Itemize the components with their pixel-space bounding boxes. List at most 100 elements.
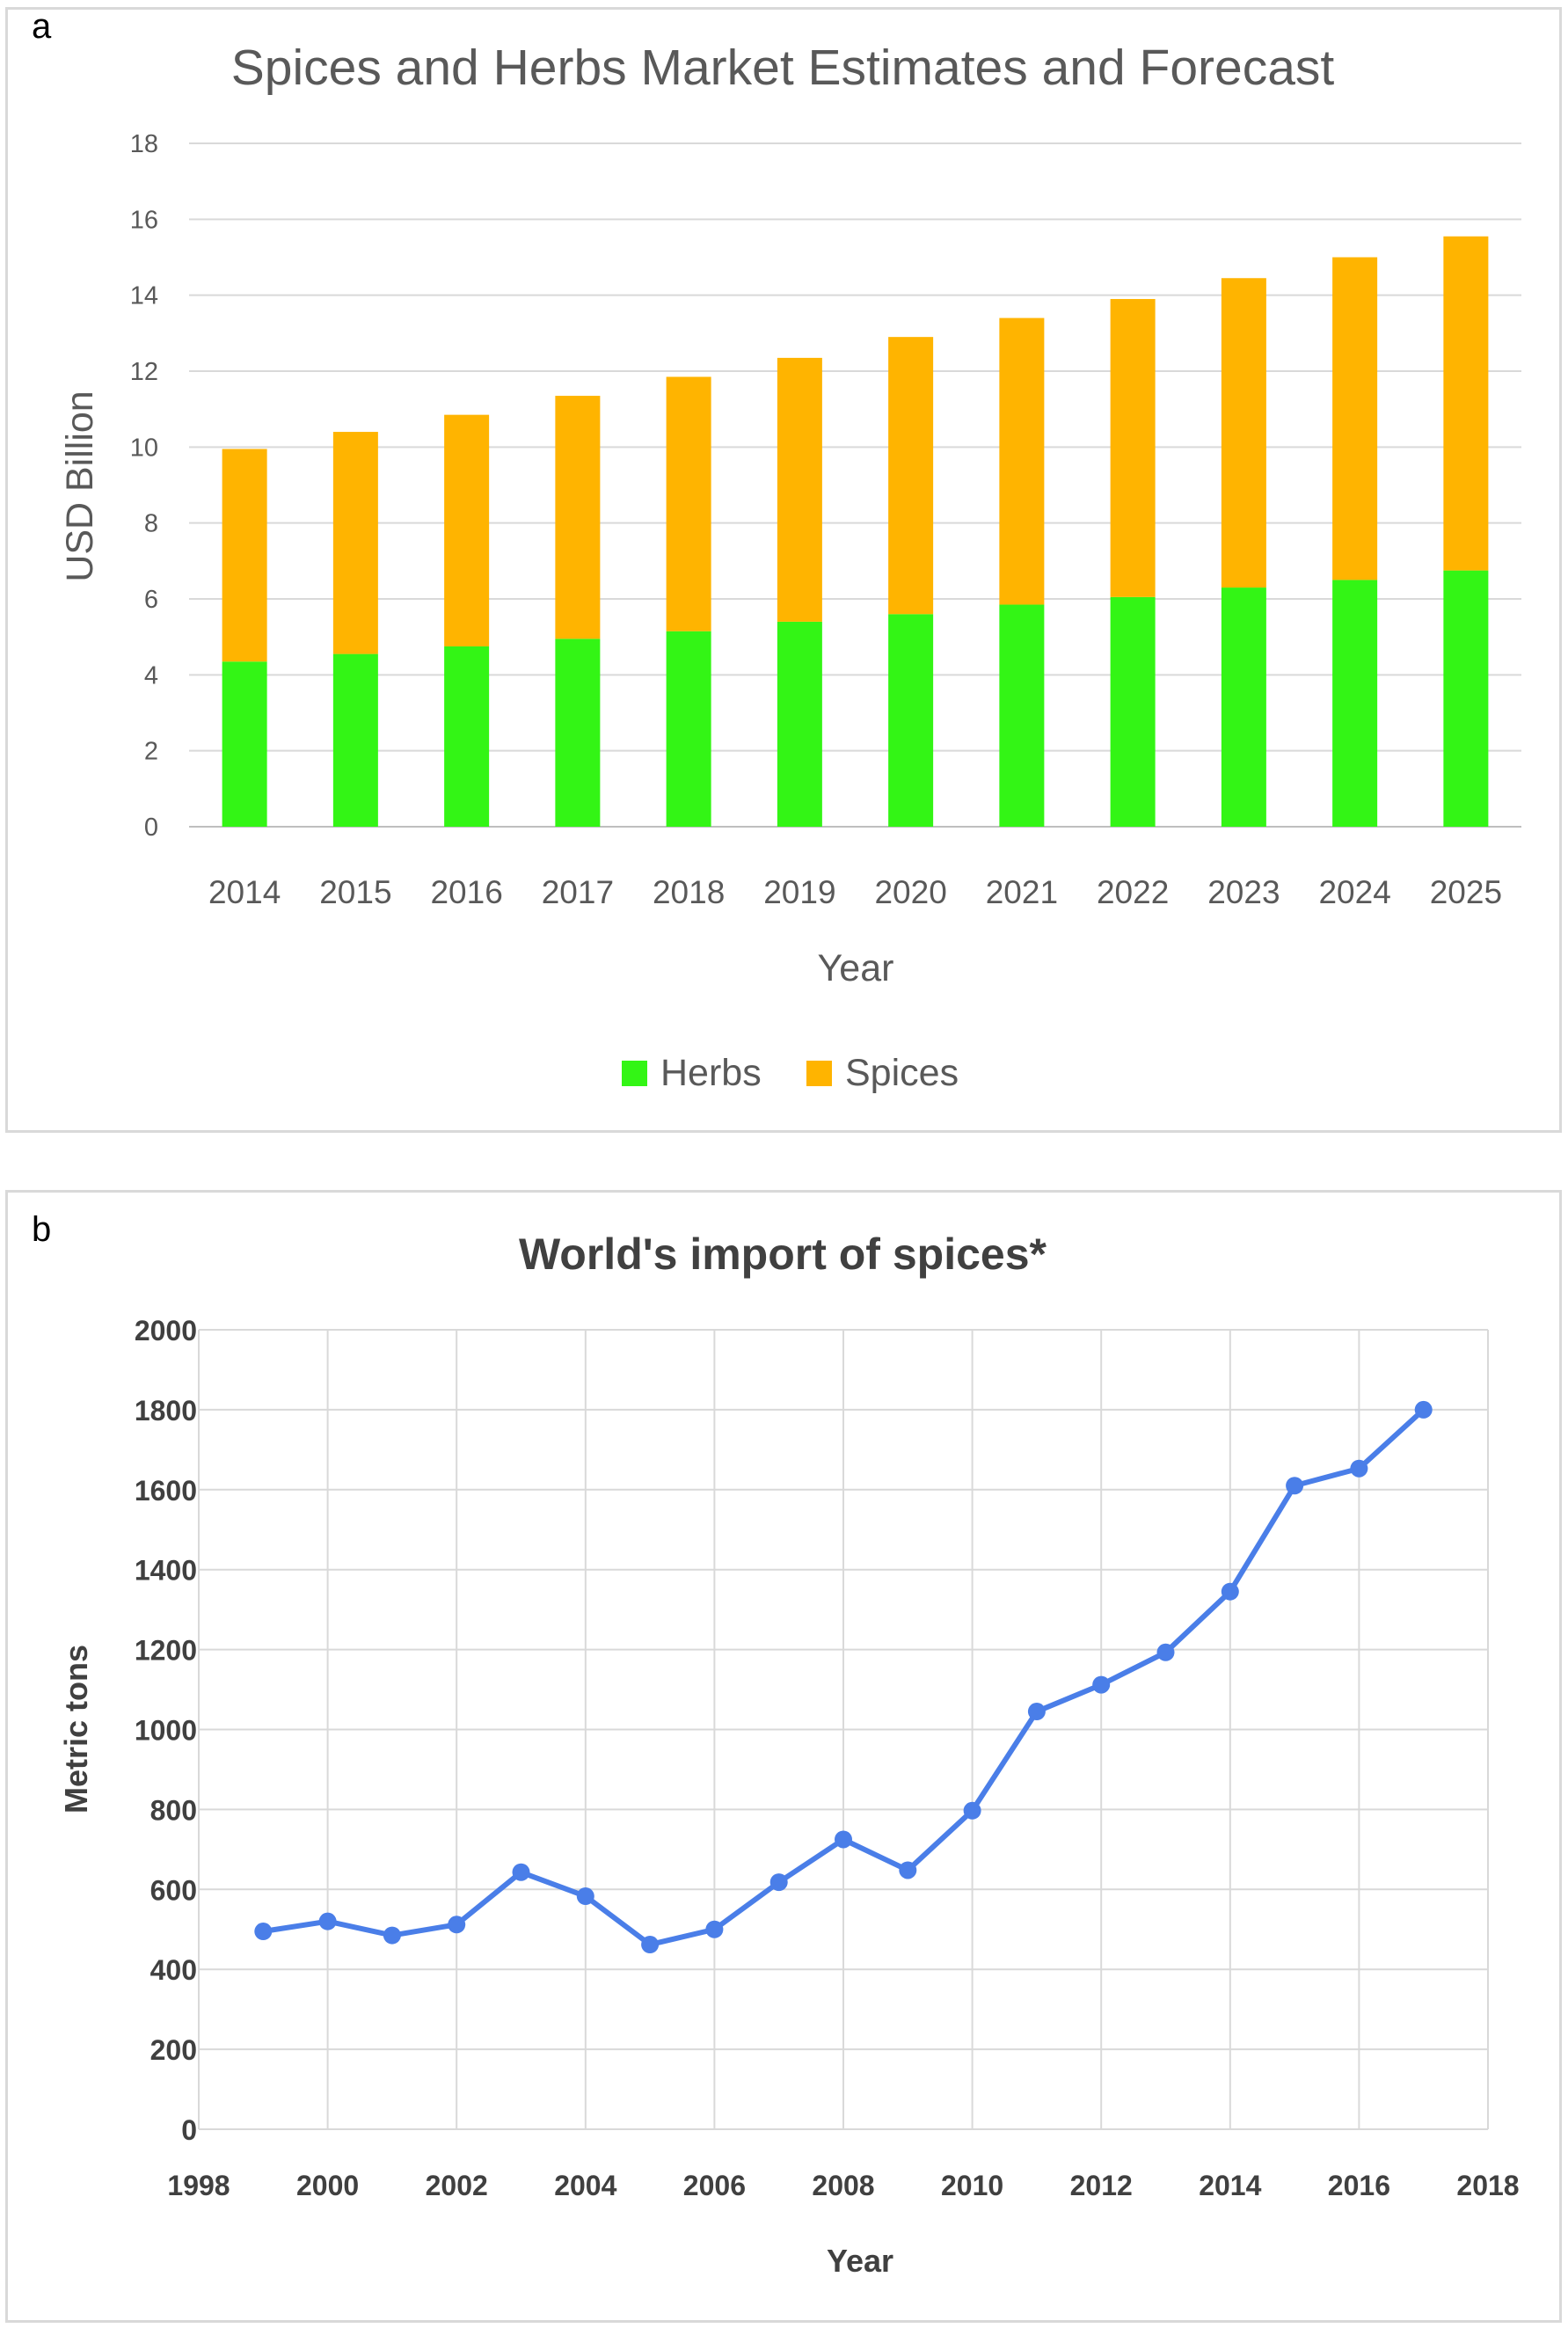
legend-swatch-herbs bbox=[622, 1061, 647, 1086]
chart-a-y-ticks: 0 2 4 6 8 10 12 14 16 18 bbox=[130, 130, 158, 842]
y-tick-label: 1200 bbox=[135, 1635, 197, 1667]
data-point-2005 bbox=[641, 1936, 660, 1954]
data-point-2015 bbox=[1286, 1477, 1304, 1495]
data-point-2013 bbox=[1156, 1643, 1175, 1661]
chart-b-title: World's import of spices* bbox=[519, 1230, 1047, 1279]
bar-spices-2021 bbox=[999, 317, 1045, 605]
bar-spices-2014 bbox=[222, 449, 267, 662]
y-tick-label: 1800 bbox=[135, 1395, 197, 1427]
chart-b-x-ticks: 1998 2000 2002 2004 2006 2008 2010 2012 2014 2016… bbox=[167, 2170, 1519, 2201]
x-tick-label: 2006 bbox=[683, 2170, 746, 2201]
bar-herbs-2021 bbox=[999, 604, 1045, 827]
x-tick-label: 2014 bbox=[208, 874, 281, 910]
legend-label-spices: Spices bbox=[845, 1052, 959, 1094]
y-tick-label: 600 bbox=[150, 1874, 197, 1906]
y-tick-label: 1400 bbox=[135, 1555, 197, 1587]
x-tick-label: 2023 bbox=[1207, 874, 1280, 910]
line-chart: World's import of spices* 0 200 400 600 800 1… bbox=[58, 1230, 1520, 2279]
bar-herbs-2019 bbox=[777, 621, 822, 827]
x-tick-label: 2025 bbox=[1430, 874, 1502, 910]
data-point-2004 bbox=[576, 1887, 594, 1906]
data-point-2000 bbox=[318, 1912, 337, 1930]
data-point-2012 bbox=[1092, 1675, 1111, 1694]
bar-spices-2018 bbox=[666, 376, 711, 631]
chart-b-y-ticks: 0 200 400 600 800 1000 1200 1400 1600 1800 2000 bbox=[135, 1315, 197, 2146]
chart-b-gridlines bbox=[198, 1329, 1489, 2130]
bar-spices-2016 bbox=[444, 414, 490, 646]
x-tick-label: 2004 bbox=[554, 2170, 616, 2201]
y-tick-label: 200 bbox=[150, 2034, 197, 2066]
data-point-2016 bbox=[1350, 1459, 1368, 1478]
chart-a-x-ticks: 2014 2015 2016 2017 2018 2019 2020 2021 2022 2023… bbox=[208, 874, 1502, 910]
data-point-2003 bbox=[512, 1863, 530, 1881]
data-point-2006 bbox=[705, 1920, 724, 1938]
data-point-2014 bbox=[1221, 1582, 1239, 1601]
y-tick-label: 1000 bbox=[135, 1715, 197, 1747]
data-point-2010 bbox=[963, 1801, 981, 1820]
y-tick-label: 4 bbox=[144, 661, 158, 690]
x-tick-label: 2021 bbox=[986, 874, 1058, 910]
x-tick-label: 2017 bbox=[542, 874, 614, 910]
y-tick-label: 18 bbox=[130, 130, 158, 158]
bar-herbs-2015 bbox=[332, 653, 378, 827]
data-point-2017 bbox=[1414, 1400, 1433, 1419]
chart-a-x-axis-label: Year bbox=[818, 947, 894, 989]
x-tick-label: 2008 bbox=[812, 2170, 874, 2201]
chart-a-legend: Herbs Spices bbox=[622, 1052, 959, 1094]
data-point-2002 bbox=[448, 1916, 466, 1934]
bar-herbs-2024 bbox=[1332, 580, 1378, 827]
bar-spices-2017 bbox=[555, 396, 601, 639]
bar-spices-2020 bbox=[888, 337, 934, 615]
y-tick-label: 1600 bbox=[135, 1475, 197, 1507]
chart-b-y-axis-label: Metric tons bbox=[58, 1645, 94, 1814]
bar-herbs-2022 bbox=[1110, 596, 1156, 827]
chart-panel-b bbox=[5, 1190, 1562, 2323]
x-tick-label: 2016 bbox=[430, 874, 502, 910]
chart-b-x-axis-label: Year bbox=[827, 2243, 893, 2279]
data-point-2001 bbox=[383, 1926, 401, 1945]
chart-a-bars bbox=[222, 236, 1489, 827]
bar-herbs-2023 bbox=[1221, 587, 1266, 827]
x-tick-label: 2022 bbox=[1097, 874, 1169, 910]
bar-spices-2019 bbox=[777, 357, 822, 622]
panel-label-b: b bbox=[32, 1210, 52, 1249]
bar-herbs-2016 bbox=[444, 646, 490, 827]
bar-herbs-2014 bbox=[222, 661, 267, 827]
y-tick-label: 2 bbox=[144, 738, 158, 766]
x-tick-label: 2014 bbox=[1199, 2170, 1261, 2201]
y-tick-label: 10 bbox=[130, 434, 158, 462]
y-tick-label: 14 bbox=[130, 282, 158, 310]
bar-spices-2023 bbox=[1221, 278, 1266, 588]
y-tick-label: 400 bbox=[150, 1954, 197, 1986]
x-tick-label: 2018 bbox=[1456, 2170, 1519, 2201]
x-tick-label: 2000 bbox=[296, 2170, 359, 2201]
y-tick-label: 0 bbox=[144, 814, 158, 842]
y-tick-label: 6 bbox=[144, 586, 158, 614]
y-tick-label: 0 bbox=[181, 2114, 197, 2146]
x-tick-label: 1998 bbox=[167, 2170, 230, 2201]
legend-swatch-spices bbox=[806, 1061, 832, 1086]
data-point-2007 bbox=[769, 1873, 788, 1892]
x-tick-label: 2012 bbox=[1070, 2170, 1133, 2201]
x-tick-label: 2002 bbox=[426, 2170, 488, 2201]
x-tick-label: 2018 bbox=[653, 874, 725, 910]
y-tick-label: 12 bbox=[130, 358, 158, 386]
x-tick-label: 2015 bbox=[319, 874, 391, 910]
bar-spices-2024 bbox=[1332, 257, 1378, 580]
chart-a-y-axis-label: USD Billion bbox=[59, 390, 101, 581]
bar-herbs-2017 bbox=[555, 639, 601, 827]
x-tick-label: 2010 bbox=[941, 2170, 1003, 2201]
data-point-2008 bbox=[835, 1830, 852, 1849]
x-tick-label: 2024 bbox=[1318, 874, 1390, 910]
y-tick-label: 2000 bbox=[135, 1315, 197, 1346]
bar-spices-2022 bbox=[1110, 298, 1156, 597]
panel-label-a: a bbox=[32, 7, 52, 46]
bar-herbs-2025 bbox=[1443, 570, 1489, 827]
y-tick-label: 800 bbox=[150, 1794, 197, 1826]
bar-herbs-2018 bbox=[666, 631, 711, 827]
x-tick-label: 2016 bbox=[1328, 2170, 1390, 2201]
x-tick-label: 2020 bbox=[874, 874, 946, 910]
y-tick-label: 16 bbox=[130, 206, 158, 234]
bar-spices-2015 bbox=[332, 432, 378, 654]
